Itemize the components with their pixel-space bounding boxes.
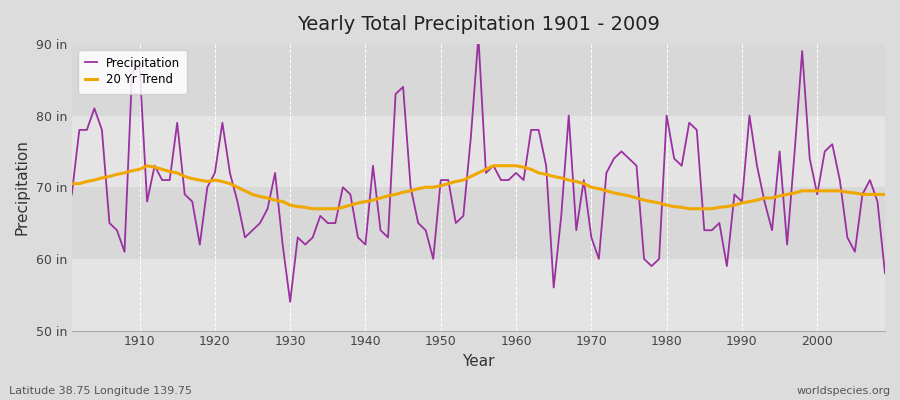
20 Yr Trend — [353, 201, 364, 206]
Precipitation — [879, 271, 890, 276]
Precipitation — [127, 70, 138, 75]
Legend: Precipitation, 20 Yr Trend: Precipitation, 20 Yr Trend — [77, 50, 187, 94]
Y-axis label: Precipitation: Precipitation — [15, 139, 30, 235]
20 Yr Trend — [141, 163, 152, 168]
Line: Precipitation: Precipitation — [72, 37, 885, 302]
Precipitation — [300, 242, 310, 247]
Bar — [72, 116, 885, 187]
20 Yr Trend — [526, 167, 536, 172]
Precipitation — [473, 34, 484, 39]
Bar — [72, 259, 885, 330]
20 Yr Trend — [879, 192, 890, 197]
20 Yr Trend — [127, 168, 138, 173]
20 Yr Trend — [67, 181, 77, 186]
20 Yr Trend — [518, 165, 529, 170]
Text: Latitude 38.75 Longitude 139.75: Latitude 38.75 Longitude 139.75 — [9, 386, 192, 396]
Precipitation — [526, 128, 536, 132]
20 Yr Trend — [616, 192, 627, 197]
Bar — [72, 44, 885, 116]
X-axis label: Year: Year — [462, 354, 495, 369]
20 Yr Trend — [307, 206, 318, 211]
Bar — [72, 187, 885, 259]
Precipitation — [345, 192, 356, 197]
20 Yr Trend — [300, 205, 310, 210]
Title: Yearly Total Precipitation 1901 - 2009: Yearly Total Precipitation 1901 - 2009 — [297, 15, 660, 34]
Line: 20 Yr Trend: 20 Yr Trend — [72, 166, 885, 209]
Precipitation — [284, 300, 295, 304]
Precipitation — [616, 149, 627, 154]
Text: worldspecies.org: worldspecies.org — [796, 386, 891, 396]
Precipitation — [518, 178, 529, 182]
Precipitation — [67, 192, 77, 197]
